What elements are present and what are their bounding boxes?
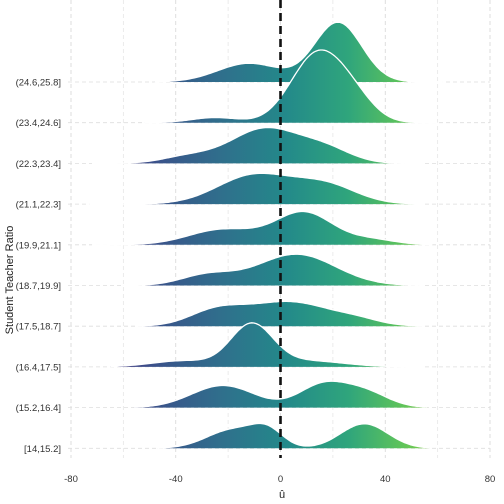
y-tick-label: (17.5,18.7] xyxy=(16,322,61,333)
ridge-(23.4,24.6] xyxy=(144,49,438,124)
y-tick-label: (24.6,25.8] xyxy=(16,78,61,89)
ridge-outline xyxy=(154,21,443,83)
x-tick-label: 40 xyxy=(380,474,391,485)
ridge-outline xyxy=(133,380,428,408)
x-tick-label: -80 xyxy=(64,474,78,485)
ridge-area xyxy=(144,50,438,123)
y-tick-label: [14,15.2] xyxy=(24,444,61,455)
x-tick-label: -40 xyxy=(169,474,183,485)
ridge-outline xyxy=(157,422,430,449)
ridge-outline xyxy=(92,126,425,165)
y-tick-label: (21.1,22.3] xyxy=(16,200,61,211)
ridge-area xyxy=(92,127,425,164)
ridge-layer xyxy=(89,21,443,449)
ridge-outline xyxy=(89,172,425,205)
ridge-area xyxy=(154,22,443,82)
ridge-(24.6,25.8] xyxy=(154,21,443,83)
y-tick-label: (19.9,21.1] xyxy=(16,240,61,251)
ridge-area xyxy=(92,211,433,245)
ridge-(16.4,17.5] xyxy=(110,322,425,368)
ridge-area xyxy=(157,423,430,449)
ridge-(22.3,23.4] xyxy=(92,126,425,165)
y-axis-title: Student Teacher Ratio xyxy=(4,226,16,335)
ridge-area xyxy=(110,322,425,367)
y-tick-label: (15.2,16.4] xyxy=(16,403,61,414)
x-tick-label: 0 xyxy=(278,474,283,485)
ridge-(19.9,21.1] xyxy=(92,210,433,246)
ridge-[14,15.2] xyxy=(157,422,430,449)
y-tick-label: (16.4,17.5] xyxy=(16,362,61,373)
y-tick-label: (18.7,19.9] xyxy=(16,281,61,292)
ridge-(21.1,22.3] xyxy=(89,172,425,205)
x-axis-title: û xyxy=(279,489,285,501)
ridge-area xyxy=(89,173,425,205)
y-tick-label: (23.4,24.6] xyxy=(16,118,61,129)
ridge-(18.7,19.9] xyxy=(123,253,425,287)
ridge-outline xyxy=(110,322,425,368)
ridge-area xyxy=(123,254,425,286)
ridge-outline xyxy=(123,253,425,287)
x-tick-label: 80 xyxy=(485,474,496,485)
ridge-outline xyxy=(144,49,438,124)
ridge-(15.2,16.4] xyxy=(133,380,428,408)
label-layer: [14,15.2] (15.2,16.4] (16.4,17.5] (17.5,18.… xyxy=(16,78,496,486)
ridge-outline xyxy=(92,210,433,246)
ridge-area xyxy=(133,381,428,408)
y-tick-label: (22.3,23.4] xyxy=(16,159,61,170)
